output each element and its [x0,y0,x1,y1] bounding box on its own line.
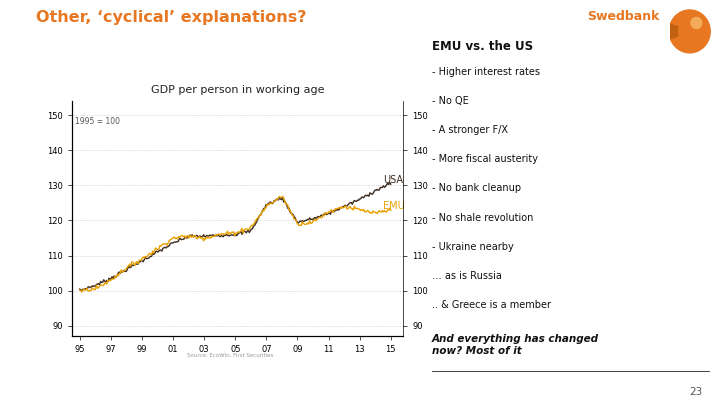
Text: - Ukraine nearby: - Ukraine nearby [432,242,514,252]
Text: - No bank cleanup: - No bank cleanup [432,183,521,194]
Text: EMU: EMU [383,201,405,211]
Title: GDP per person in working age: GDP per person in working age [151,85,324,95]
Text: - Higher interest rates: - Higher interest rates [432,67,540,77]
Text: - No shale revolution: - No shale revolution [432,213,534,223]
Text: Source: EcoWin, First Securities: Source: EcoWin, First Securities [187,352,274,357]
Text: - More fiscal austerity: - More fiscal austerity [432,154,538,164]
Text: … as is Russia: … as is Russia [432,271,502,281]
Text: And everything has changed
now? Most of it: And everything has changed now? Most of … [432,334,599,356]
Circle shape [691,17,702,29]
Text: USA: USA [383,175,403,185]
Text: 1995 = 100: 1995 = 100 [75,117,120,126]
Text: Swedbank: Swedbank [587,10,660,23]
Text: - No QE: - No QE [432,96,469,106]
Circle shape [669,10,710,53]
Text: - A stronger F/X: - A stronger F/X [432,125,508,135]
Text: .. & Greece is a member: .. & Greece is a member [432,300,551,310]
Text: 23: 23 [689,387,702,397]
Text: Other, ‘cyclical’ explanations?: Other, ‘cyclical’ explanations? [36,10,307,25]
Text: EMU vs. the US: EMU vs. the US [432,40,533,53]
Wedge shape [669,24,678,39]
